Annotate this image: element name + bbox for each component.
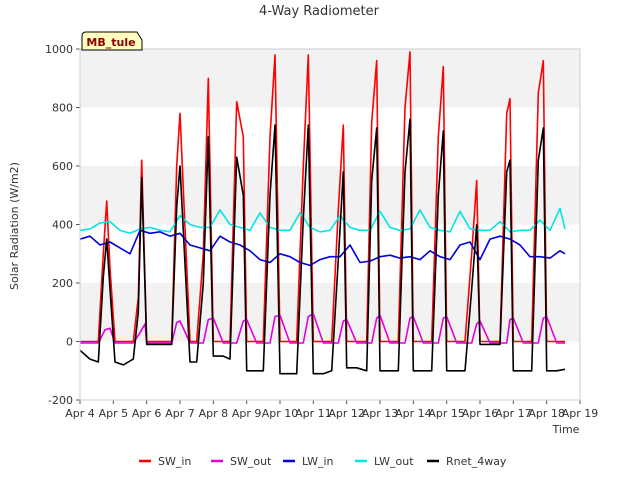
x-tick-label: Apr 10 — [262, 407, 299, 420]
y-axis-label: Solar Radiation (W/m2) — [8, 162, 21, 290]
series-line-sw-out — [80, 312, 565, 344]
x-tick-label: Apr 7 — [165, 407, 195, 420]
series-line-rnet-4way — [79, 118, 566, 375]
x-tick-label: Apr 4 — [65, 407, 95, 420]
chart-title: 4-Way Radiometer — [259, 4, 380, 19]
grid-band — [80, 283, 580, 342]
legend: SW_in SW_out LW_in LW_out Rnet_4way — [139, 455, 507, 468]
x-tick-label: Apr 9 — [232, 407, 262, 420]
plot-frame — [79, 48, 581, 401]
x-axis: Apr 4 Apr 5 Apr 6 Apr 7 Apr 8 Apr 9 Apr 10Apr … — [65, 400, 598, 420]
grid-band — [80, 107, 580, 166]
y-axis: -200 0 200 400 600 800 1000 — [45, 43, 80, 407]
x-tick-label: Apr 16 — [462, 407, 499, 420]
x-tick-label: Apr 6 — [132, 407, 162, 420]
x-tick-label: Apr 8 — [199, 407, 229, 420]
y-tick-label: 400 — [52, 219, 73, 232]
site-annotation: MB_tule — [81, 31, 143, 51]
x-axis-label: Time — [552, 423, 580, 436]
legend-label: LW_out — [374, 455, 414, 468]
grid-band — [80, 49, 580, 108]
plot-background-bands — [80, 49, 580, 400]
grid-band — [80, 166, 580, 225]
x-tick-label: Apr 13 — [362, 407, 399, 420]
legend-label: Rnet_4way — [446, 455, 507, 468]
x-tick-label: Apr 12 — [328, 407, 365, 420]
y-tick-label: 0 — [66, 336, 73, 349]
grid-band — [80, 224, 580, 283]
legend-label: LW_in — [302, 455, 334, 468]
x-tick-label: Apr 11 — [295, 407, 332, 420]
y-tick-label: -200 — [48, 394, 73, 407]
y-tick-label: 800 — [52, 102, 73, 115]
legend-label: SW_in — [158, 455, 191, 468]
x-tick-label: Apr 19 — [562, 407, 599, 420]
y-tick-label: 600 — [52, 160, 73, 173]
y-tick-label: 200 — [52, 277, 73, 290]
x-tick-label: Apr 15 — [428, 407, 465, 420]
x-tick-label: Apr 5 — [99, 407, 129, 420]
legend-label: SW_out — [230, 455, 272, 468]
series-line-lw-out — [79, 207, 566, 235]
x-tick-label: Apr 17 — [495, 407, 532, 420]
x-tick-label: Apr 18 — [528, 407, 565, 420]
series-line-lw-in — [79, 229, 566, 267]
y-tick-label: 1000 — [45, 43, 73, 56]
annotation-label: MB_tule — [86, 36, 135, 49]
x-tick-label: Apr 14 — [395, 407, 432, 420]
annotation-tag-shape — [81, 31, 143, 51]
series-lines — [79, 51, 566, 375]
